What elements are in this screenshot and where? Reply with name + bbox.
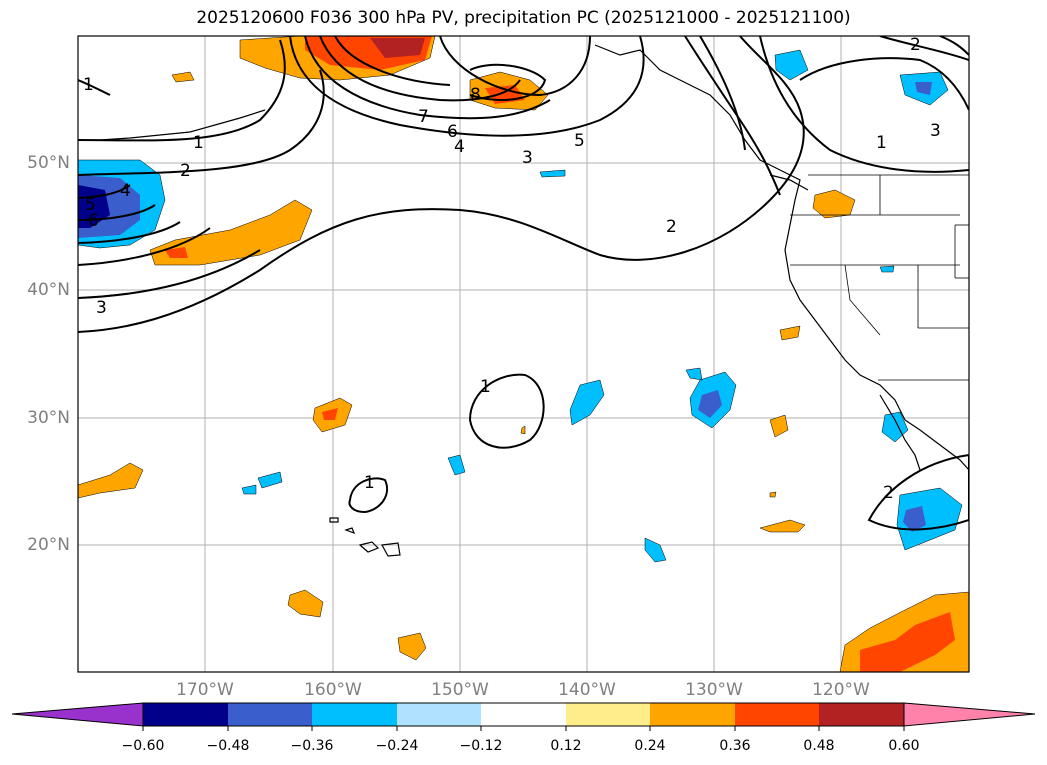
colorbar-tick-label: 0.36: [719, 738, 751, 754]
colorbar: [11, 702, 1036, 731]
contour-label: 8: [470, 85, 481, 105]
contour-label: 1: [83, 75, 94, 95]
colorbar-tick-label: 0.12: [550, 738, 582, 754]
contour-label: 2: [180, 161, 191, 181]
contour-label: 5: [574, 131, 585, 151]
colorbar-tick-label: 0.24: [634, 738, 666, 754]
contour-label: 6: [447, 122, 458, 142]
lat-label: 30°N: [27, 408, 70, 428]
colorbar-tick-label: −0.12: [459, 738, 503, 754]
colorbar-tick-label: −0.48: [206, 738, 250, 754]
contour-label: 2: [883, 483, 894, 503]
contour-label: 1: [193, 133, 204, 153]
colorbar-segment: [735, 703, 819, 726]
colorbar-tick-label: 0.60: [888, 738, 920, 754]
contour-label: 4: [120, 181, 131, 201]
colorbar-segment: [312, 703, 397, 726]
lat-label: 50°N: [27, 153, 70, 173]
contour-label: 2: [666, 217, 677, 237]
colorbar-segment: [481, 703, 566, 726]
lon-label: 150°W: [431, 680, 489, 700]
political-boundaries: [790, 174, 969, 381]
lon-label: 130°W: [685, 680, 743, 700]
lon-label: 170°W: [176, 680, 234, 700]
lon-label: 120°W: [812, 680, 870, 700]
colorbar-segment: [650, 703, 735, 726]
lon-label: 160°W: [304, 680, 362, 700]
colorbar-high-extend: [903, 702, 1036, 727]
pv-contours: [78, 36, 969, 531]
positive-anomaly-areas: [78, 36, 969, 672]
colorbar-segment: [397, 703, 481, 726]
colorbar-tick-label: −0.60: [121, 738, 165, 754]
lat-label: 20°N: [27, 535, 70, 555]
lon-label: 140°W: [558, 680, 616, 700]
contour-labels: 1 2 4 5 6 3 8 7 6 4 3 5 2 1 3 2 1 1 1 2: [83, 35, 941, 503]
coastlines: [99, 44, 969, 557]
contour-label: 7: [418, 107, 429, 127]
contour-label: 5: [85, 195, 96, 215]
contour-label: 3: [522, 148, 533, 168]
map-frame: [77, 35, 970, 673]
colorbar-tick-label: −0.36: [290, 738, 334, 754]
contour-label: 3: [96, 298, 107, 318]
colorbar-low-extend: [11, 702, 144, 727]
contour-label: 4: [454, 137, 465, 157]
contour-label: 1: [480, 377, 491, 397]
contour-label: 1: [876, 133, 887, 153]
colorbar-segment: [143, 703, 228, 726]
contour-label: 3: [930, 121, 941, 141]
contour-label: 6: [88, 211, 99, 231]
colorbar-tick-label: −0.24: [375, 738, 419, 754]
colorbar-segment: [228, 703, 312, 726]
contour-label: 1: [364, 473, 375, 493]
map-area: [78, 36, 969, 672]
contour-label: 2: [910, 35, 921, 55]
colorbar-segment: [819, 703, 904, 726]
colorbar-segment: [566, 703, 650, 726]
map-title: 2025120600 F036 300 hPa PV, precipitatio…: [196, 8, 851, 28]
negative-anomaly-areas: [78, 49, 963, 563]
lat-label: 40°N: [27, 280, 70, 300]
colorbar-tick-label: 0.48: [803, 738, 835, 754]
